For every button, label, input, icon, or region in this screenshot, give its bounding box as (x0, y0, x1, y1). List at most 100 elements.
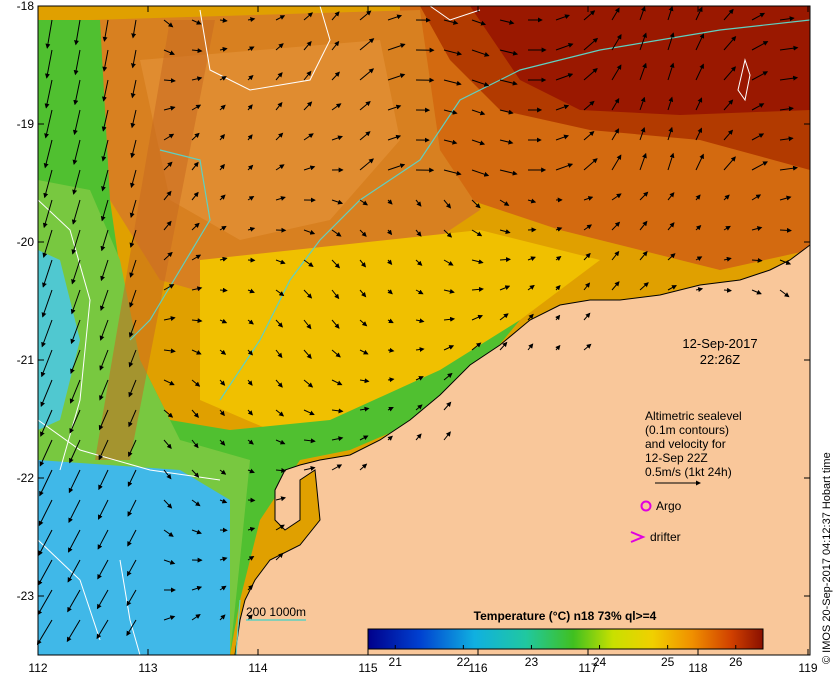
velocity-arrow (163, 529, 174, 537)
velocity-arrow (415, 229, 422, 237)
velocity-arrow (275, 409, 285, 417)
colorbar-tick-label: 24 (593, 655, 607, 669)
velocity-arrow (359, 10, 372, 21)
velocity-arrow (723, 225, 731, 231)
velocity-arrow (583, 224, 593, 231)
velocity-arrow (331, 40, 340, 51)
velocity-arrow (99, 379, 109, 401)
velocity-arrows (36, 5, 799, 646)
velocity-arrow (191, 104, 202, 111)
drifter-icon (630, 531, 646, 543)
velocity-arrow (41, 319, 53, 348)
velocity-arrow (555, 285, 561, 291)
velocity-arrow (129, 199, 137, 219)
legend-line: Altimetric sealevel (645, 409, 742, 423)
velocity-arrow (359, 158, 374, 171)
velocity-arrow (99, 319, 109, 341)
velocity-arrow (275, 15, 286, 21)
velocity-arrow (667, 62, 675, 81)
velocity-arrow (359, 68, 375, 81)
credit-text: © IMOS 20-Sep-2017 04:12:37 Hobart time (821, 452, 833, 664)
lon-tick-label: 116 (468, 661, 487, 675)
velocity-arrow (191, 286, 203, 292)
velocity-arrow (583, 343, 592, 351)
velocity-arrow (38, 529, 53, 556)
velocity-arrow (667, 253, 676, 261)
velocity-arrow (359, 349, 369, 355)
velocity-arrow (74, 19, 81, 46)
velocity-arrow (191, 469, 200, 478)
velocity-arrow (163, 316, 176, 322)
velocity-arrow (99, 289, 109, 312)
velocity-arrow (275, 196, 286, 201)
colorbar (367, 628, 764, 650)
velocity-arrow (779, 16, 795, 22)
velocity-arrow (247, 526, 256, 532)
velocity-arrow (163, 559, 176, 565)
velocity-arrow (163, 469, 172, 480)
velocity-arrow (247, 74, 254, 81)
velocity-arrow (415, 199, 422, 207)
velocity-arrow (499, 19, 515, 25)
velocity-arrow (36, 619, 53, 646)
velocity-arrow (359, 131, 371, 141)
velocity-arrow (129, 289, 137, 308)
velocity-arrow (130, 139, 137, 159)
velocity-arrow (275, 524, 285, 531)
velocity-arrow (723, 129, 734, 141)
velocity-arrow (555, 73, 574, 81)
velocity-arrow (128, 349, 137, 368)
velocity-arrow (69, 439, 81, 464)
velocity-arrow (471, 199, 481, 209)
velocity-arrow (639, 126, 646, 141)
velocity-arrow (39, 439, 53, 467)
velocity-arrow (163, 409, 174, 418)
velocity-arrow (751, 12, 766, 21)
velocity-arrow (415, 318, 425, 324)
velocity-arrow (100, 199, 109, 222)
velocity-arrow (583, 312, 591, 321)
velocity-arrow (415, 347, 425, 352)
velocity-arrow (443, 49, 463, 56)
velocity-arrow (611, 34, 622, 51)
lat-tick-label: -22 (17, 471, 35, 485)
velocity-arrow (303, 319, 312, 330)
velocity-arrow (219, 163, 225, 171)
velocity-arrow (527, 256, 536, 262)
velocity-arrow (499, 79, 518, 86)
velocity-arrow (163, 161, 173, 171)
velocity-arrow (45, 49, 53, 79)
velocity-arrow (219, 498, 228, 504)
velocity-arrow (443, 345, 455, 351)
velocity-arrow (100, 259, 109, 282)
velocity-arrow (71, 229, 81, 255)
velocity-arrow (779, 106, 794, 112)
velocity-arrow (303, 229, 316, 235)
velocity-arrow (163, 379, 175, 386)
velocity-arrow (611, 193, 622, 201)
velocity-arrow (471, 286, 484, 292)
velocity-arrow (247, 584, 254, 591)
velocity-arrow (303, 133, 314, 141)
velocity-arrow (247, 164, 254, 171)
velocity-arrow (163, 133, 175, 141)
velocity-arrow (471, 259, 484, 265)
velocity-arrow (247, 319, 254, 325)
velocity-arrow (275, 319, 283, 328)
velocity-arrow (639, 152, 647, 171)
velocity-arrow (583, 252, 591, 261)
velocity-arrow (583, 158, 598, 171)
velocity-arrow (779, 195, 792, 201)
velocity-arrow (359, 463, 368, 471)
velocity-arrow (527, 343, 534, 351)
velocity-arrow (131, 19, 137, 39)
velocity-arrow (723, 156, 736, 171)
velocity-arrow (275, 467, 287, 473)
velocity-arrow (471, 19, 487, 26)
velocity-arrow (128, 319, 137, 338)
velocity-arrow (191, 499, 201, 507)
velocity-arrow (38, 499, 53, 527)
velocity-arrow (751, 257, 763, 263)
velocity-arrow (247, 104, 253, 111)
lon-tick-label: 115 (358, 661, 377, 675)
